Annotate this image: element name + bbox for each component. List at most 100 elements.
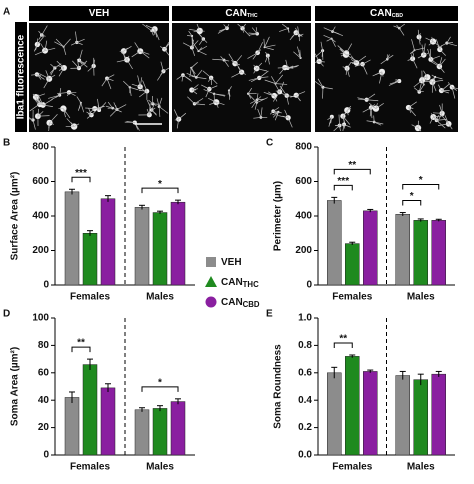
legend-marker <box>206 257 216 267</box>
column-header-box <box>172 6 311 21</box>
bar <box>363 371 378 456</box>
process <box>72 60 80 69</box>
process <box>203 89 215 95</box>
process <box>35 44 38 51</box>
process <box>231 60 236 64</box>
process <box>318 61 324 67</box>
y-tick-label: 80 <box>38 340 50 351</box>
process <box>139 77 143 87</box>
process <box>196 69 203 78</box>
process <box>446 42 454 44</box>
process <box>158 97 163 107</box>
y-tick-label: 0.2 <box>298 422 312 433</box>
y-tick-label: 200 <box>32 245 49 256</box>
process <box>429 116 434 124</box>
process <box>44 47 56 51</box>
bar <box>170 201 186 286</box>
process <box>120 50 128 60</box>
process <box>342 124 345 132</box>
process <box>32 119 36 130</box>
process <box>173 109 180 120</box>
process <box>29 104 40 112</box>
process <box>38 34 43 40</box>
process <box>417 127 422 132</box>
panel-letter: C <box>266 138 273 149</box>
process <box>126 59 133 70</box>
process <box>204 86 210 90</box>
process <box>421 44 425 56</box>
process <box>263 91 275 97</box>
process <box>366 93 376 101</box>
process <box>189 29 200 32</box>
process <box>423 70 428 78</box>
process <box>257 42 263 53</box>
process <box>447 82 453 88</box>
process <box>375 103 378 109</box>
process <box>435 76 443 80</box>
process <box>41 25 48 36</box>
process <box>425 37 434 42</box>
significance-bracket <box>141 386 179 392</box>
process <box>142 80 148 92</box>
process <box>220 56 225 61</box>
process <box>234 63 240 66</box>
process <box>218 27 228 32</box>
process <box>35 93 46 98</box>
process <box>343 124 351 128</box>
process <box>234 55 243 64</box>
micrograph <box>29 23 169 132</box>
process <box>191 40 199 48</box>
process <box>345 53 351 56</box>
process <box>315 50 323 58</box>
column-header-main: VEH <box>89 8 110 19</box>
process <box>151 107 156 111</box>
y-axis-label: Perimeter (µm) <box>273 181 284 251</box>
process <box>417 54 424 59</box>
process <box>101 78 108 87</box>
process <box>257 49 262 54</box>
bar <box>64 397 80 456</box>
x-tick-label: Females <box>332 462 372 473</box>
process <box>437 45 441 50</box>
process <box>174 118 179 121</box>
legend-label-main: CAN <box>221 277 243 288</box>
bar <box>327 372 342 456</box>
process <box>451 87 456 99</box>
process <box>332 31 344 36</box>
process <box>94 105 105 109</box>
significance-bracket <box>402 184 440 190</box>
significance-bracket <box>333 342 353 348</box>
process <box>419 90 424 93</box>
process <box>441 90 450 94</box>
process <box>198 45 208 52</box>
process <box>275 74 284 84</box>
process <box>160 61 164 72</box>
y-axis-label: Soma Area (µm²) <box>10 347 21 426</box>
process <box>441 115 449 125</box>
process <box>76 96 82 104</box>
process <box>408 101 417 108</box>
process <box>154 29 158 38</box>
process <box>85 107 95 109</box>
process <box>129 87 139 91</box>
process <box>350 59 357 64</box>
process <box>151 30 154 36</box>
process <box>228 86 232 91</box>
process <box>346 43 353 54</box>
process <box>423 43 426 56</box>
process <box>109 109 118 117</box>
x-tick-label: Females <box>70 292 110 303</box>
bar <box>82 364 98 456</box>
process <box>116 104 127 110</box>
process <box>366 99 379 102</box>
process <box>339 125 341 132</box>
process <box>251 27 258 35</box>
process <box>299 33 304 37</box>
process <box>63 108 66 113</box>
process <box>425 77 428 82</box>
process <box>49 74 56 80</box>
process <box>191 39 194 48</box>
process <box>146 108 150 116</box>
process <box>346 62 351 69</box>
process <box>380 58 388 65</box>
